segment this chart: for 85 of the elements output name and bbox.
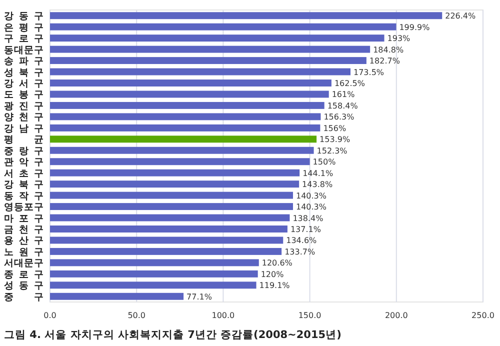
y-tick-label: 성동구 [4,280,44,292]
y-tick-label: 성북구 [4,67,44,78]
data-label: 156% [323,124,346,133]
y-tick-label: 관악구 [4,157,44,168]
data-label: 156.3% [324,112,355,122]
bar [50,34,384,42]
data-label: 162.5% [334,79,366,88]
bar [50,124,320,132]
bar [50,90,329,98]
x-tick-label: 150.0 [298,311,322,320]
text: 그림 4. 서울 자치구의 사회복지지출 7년간 증감률(2008~2015년) [4,329,342,341]
y-tick-label: 양천구 [4,112,44,124]
y-tick-label: 서대문구 [4,258,44,270]
bar [50,192,293,199]
y-tick-label: 동대문구 [4,44,44,56]
y-tick-label: 중 구 [4,292,44,303]
data-label: 199.9% [399,22,430,32]
bar [50,292,184,300]
data-label: 143.8% [302,180,333,190]
bar [50,146,314,154]
y-tick-label: 노원구 [4,246,44,258]
data-label: 138.4% [292,214,324,223]
data-label: 144.1% [302,168,334,178]
y-tick-label: 강서구 [4,78,44,90]
data-label: 193% [387,34,411,44]
y-tick-label: 도봉구 [4,90,44,101]
y-tick-label: 용산구 [4,236,44,247]
bar [50,80,332,86]
y-tick-label: 중랑구 [4,146,44,157]
bar [50,214,290,222]
y-tick-label: 마포구 [4,213,44,224]
bar [50,113,321,120]
data-label: 161% [332,90,356,100]
x-tick-label: 200.0 [384,311,408,320]
bar [50,57,366,64]
bar [50,46,370,53]
bar [50,226,288,232]
bar [50,259,259,266]
data-label: 133.7% [284,247,316,256]
y-tick-label: 서초구 [4,168,44,180]
x-tick-label: 100.0 [212,311,235,320]
data-label: 173.5% [354,68,384,77]
y-tick-label: 강동구 [4,11,44,22]
data-label: 119.1% [259,281,290,290]
bar [50,236,284,244]
bar [50,68,350,76]
y-tick-label: 강남구 [4,123,44,134]
bar [50,23,396,30]
y-tick-label: 종로구 [4,269,44,280]
bar [50,180,300,188]
data-label: 182.7% [369,56,400,66]
y-tick-label: 평 균 [4,134,44,146]
bar [50,270,258,278]
y-tick-label: 영등포구 [4,202,44,214]
data-label: 184.8% [373,45,404,54]
data-label: 150% [312,158,336,167]
y-tick-label: 구로구 [4,34,44,45]
data-label: 140.3% [296,202,327,212]
bar [50,203,293,210]
bar [50,248,282,255]
data-label: 77.1% [186,292,212,302]
data-label: 120.6% [262,258,293,268]
y-tick-label: 동작구 [4,190,44,202]
x-tick-label: 0.0 [44,311,56,320]
data-label: 226.4% [445,12,476,21]
data-label: 137.1% [290,225,322,234]
bar [50,12,442,20]
x-tick-label: 250.0 [472,311,494,320]
bar [50,169,300,176]
y-tick-label: 강북구 [4,180,44,191]
data-label: 158.4% [327,101,358,110]
data-label: 153.9% [320,135,350,144]
y-tick-label: 송파구 [4,56,44,68]
bar [50,158,310,166]
bar [50,102,324,109]
y-tick-label: 금천구 [4,224,44,236]
y-tick-label: 은평구 [4,22,44,34]
y-tick-label: 광진구 [4,100,44,112]
bar [50,136,317,143]
data-label: 140.3% [296,191,327,200]
x-tick-label: 50.0 [128,311,146,320]
data-label: 120% [260,270,284,279]
data-label: 134.6% [286,236,318,246]
bar [50,282,256,289]
data-label: 152.3% [316,146,348,156]
